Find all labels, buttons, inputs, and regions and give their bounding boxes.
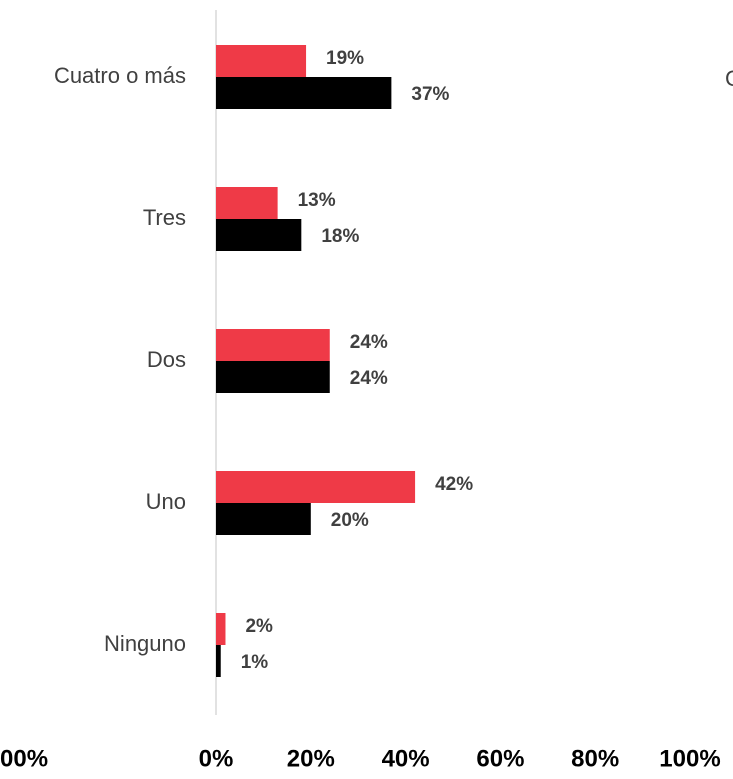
- value-label: 2%: [245, 616, 273, 637]
- value-label: 19%: [326, 48, 364, 69]
- bar: [216, 645, 221, 677]
- x-tick-label: 80%: [571, 745, 619, 772]
- category-label: Dos: [147, 347, 186, 372]
- value-label: 13%: [298, 190, 336, 211]
- value-label: 37%: [411, 84, 449, 105]
- bar: [216, 45, 307, 77]
- x-tick-label: 20%: [287, 745, 335, 772]
- bar: [216, 187, 278, 219]
- bar: [216, 361, 330, 393]
- bar: [216, 329, 330, 361]
- bar: [216, 503, 311, 535]
- category-label: Tres: [143, 205, 186, 230]
- bar: [216, 613, 226, 645]
- category-label: Ninguno: [104, 631, 186, 656]
- value-label: 24%: [350, 332, 388, 353]
- value-label: 1%: [241, 652, 269, 673]
- category-label: Uno: [146, 489, 186, 514]
- value-label: 42%: [435, 474, 473, 495]
- category-label: Cuatro o más: [54, 63, 186, 88]
- bar: [216, 471, 416, 503]
- value-label: 20%: [331, 510, 369, 531]
- value-label: 18%: [321, 226, 359, 247]
- x-tick-label: 0%: [199, 745, 234, 772]
- x-tick-label: 40%: [382, 745, 430, 772]
- cropped-text: 00%: [0, 745, 48, 772]
- bar: [216, 77, 392, 109]
- x-tick-label: 60%: [476, 745, 524, 772]
- value-label: 24%: [350, 368, 388, 389]
- bar: [216, 219, 302, 251]
- x-tick-label: 100%: [659, 745, 720, 772]
- cropped-text: C: [725, 66, 733, 91]
